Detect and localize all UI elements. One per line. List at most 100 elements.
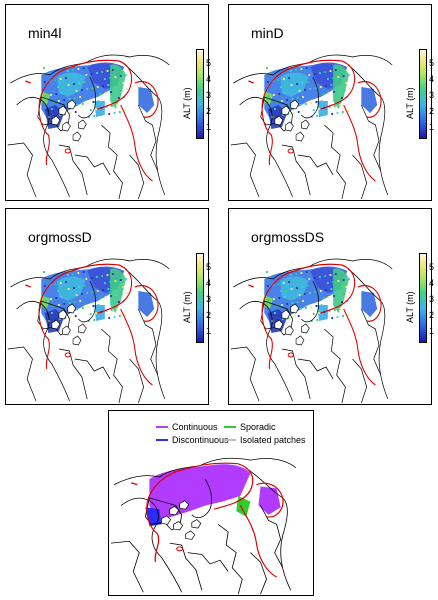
alt-cell [290, 84, 293, 86]
alt-cell [333, 295, 335, 297]
alt-cell [332, 281, 334, 283]
island [173, 521, 184, 531]
island [281, 309, 291, 320]
alt-cell [81, 307, 84, 309]
legend-item-isolated-patches: Isolated patches [224, 435, 306, 445]
alt-cell [322, 93, 325, 95]
coastline [7, 142, 37, 198]
alt-cell [325, 289, 327, 291]
alt-cell [75, 294, 78, 296]
island [58, 309, 68, 320]
coastline [7, 346, 37, 402]
alt-cell [341, 301, 343, 303]
alt-colorbar [419, 253, 427, 343]
alt-cell [319, 276, 321, 278]
colorbar-label: ALT (m) [405, 87, 415, 119]
alt-cell [338, 90, 341, 92]
alt-cell [334, 273, 337, 275]
alt-cell [91, 291, 94, 293]
alt-cell [115, 294, 118, 296]
alt-cell [58, 114, 61, 116]
alt-cell [314, 87, 317, 89]
permafrost-boundary [357, 284, 382, 322]
alt-cell [299, 104, 302, 106]
alt-cell [73, 83, 75, 85]
alt-cell [74, 315, 77, 317]
legend-label: Isolated patches [240, 435, 306, 445]
alt-cell [118, 315, 121, 317]
panel-title: orgmossDS [251, 229, 325, 245]
coastline [361, 308, 382, 376]
alt-cell [60, 92, 63, 94]
alt-cell [124, 110, 126, 112]
alt-cell [125, 278, 127, 280]
island [78, 119, 87, 130]
alt-cell [125, 74, 127, 76]
alt-cell [82, 67, 85, 69]
alt-cell [87, 102, 89, 104]
alt-cell [126, 88, 128, 90]
coastline [352, 154, 368, 200]
alt-cell [327, 92, 330, 94]
legend-item-sporadic: Sporadic [224, 422, 276, 432]
alt-cell [295, 273, 297, 275]
alt-cell [73, 97, 76, 99]
alt-cell [342, 279, 345, 281]
alt-cell [277, 283, 280, 285]
alt-cell [281, 304, 283, 306]
coastline [239, 96, 293, 198]
alt-cell [289, 70, 292, 72]
alt-cell [325, 85, 327, 87]
alt-cell [103, 282, 106, 284]
alt-cell [66, 274, 69, 276]
tick-label: 3 [206, 90, 212, 100]
tick-label: 3 [429, 90, 435, 100]
alt-cell [50, 298, 52, 300]
alt-cell [296, 287, 298, 289]
tick-label: 2 [429, 106, 435, 116]
tick-label: 4 [429, 278, 435, 288]
alt-cell [273, 298, 275, 300]
alt-cell [297, 111, 300, 113]
permafrost-boundary [248, 284, 254, 288]
alt-cell [305, 67, 308, 69]
alt-cell [334, 309, 336, 311]
tick-label: 3 [206, 294, 212, 304]
coastline [250, 552, 267, 595]
permafrost-boundary [239, 505, 277, 578]
alt-cell [288, 77, 290, 79]
alt-cell [73, 301, 76, 303]
map-panel-permafrost-classes [108, 410, 314, 596]
alt-cell [338, 294, 341, 296]
alt-cell [109, 281, 111, 283]
alt-cell [83, 81, 86, 83]
alt-cell [78, 82, 81, 84]
coastline [324, 328, 346, 404]
alt-cell [96, 86, 99, 88]
alt-cell [281, 114, 284, 116]
coastline [16, 96, 70, 198]
alt-cell [111, 273, 114, 275]
alt-cell [312, 109, 315, 111]
alt-cell [298, 90, 301, 92]
island [274, 319, 284, 330]
island [185, 530, 196, 540]
alt-cell [290, 288, 293, 290]
alt-cell [95, 312, 97, 314]
alt-cell [57, 86, 59, 88]
alt-cell [65, 281, 67, 283]
permafrost-boundary [262, 59, 356, 110]
map-panel-min4l: min4l 5 4 3 2 1 ALT (m) [5, 4, 212, 201]
alt-cell [114, 280, 117, 282]
coastline [37, 300, 70, 336]
alt-cell [310, 306, 312, 308]
alt-cell [347, 110, 349, 112]
coastline [239, 300, 293, 402]
alt-cell [58, 318, 61, 320]
alt-cell [55, 93, 58, 95]
coastline [187, 552, 229, 572]
tick-label: 2 [206, 106, 212, 116]
island [285, 121, 294, 132]
alt-cell [106, 70, 109, 72]
alt-cell [58, 100, 60, 102]
